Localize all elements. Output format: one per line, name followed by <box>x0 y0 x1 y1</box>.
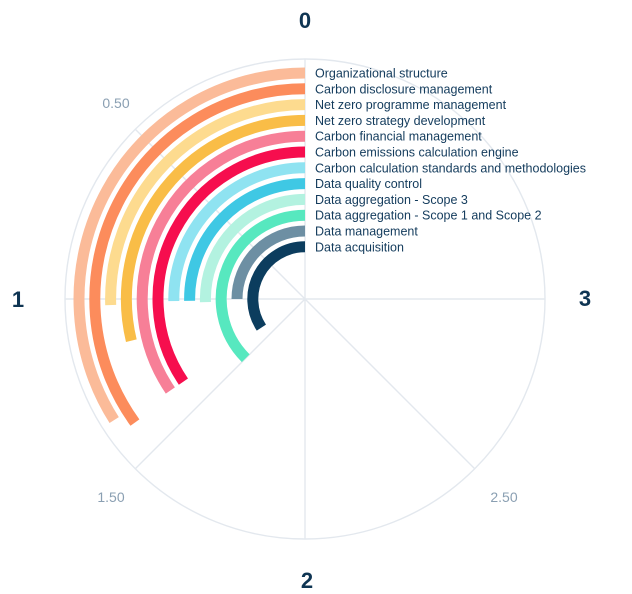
bar-carbon-emissions-calculation-engine <box>152 146 306 385</box>
tick-labels: 0 1 2 3 0.50 1.50 2.50 <box>12 8 591 593</box>
axis-tick-label: 2 <box>301 568 313 593</box>
bar-organizational-structure <box>73 67 306 424</box>
category-label: Data quality control <box>315 177 422 191</box>
bar-data-aggregation-scope-3 <box>199 193 306 303</box>
bar-data-quality-control <box>184 178 306 301</box>
grid-spoke <box>304 298 476 470</box>
axis-minor-tick-label: 1.50 <box>97 489 124 505</box>
category-label: Carbon financial management <box>315 130 482 144</box>
bar-carbon-calculation-standards-and-methodologies <box>168 162 306 302</box>
bar-net-zero-strategy-development <box>120 114 306 342</box>
axis-tick-label: 0 <box>299 8 311 33</box>
chart-grid <box>64 58 546 540</box>
axis-tick-label: 1 <box>12 287 24 312</box>
axis-minor-tick-label: 2.50 <box>490 489 517 505</box>
category-label: Data management <box>315 225 418 239</box>
category-label: Carbon emissions calculation engine <box>315 146 519 160</box>
bar-data-management <box>231 225 306 300</box>
category-label: Data aggregation - Scope 3 <box>315 193 468 207</box>
chart-bars <box>73 67 306 426</box>
category-label: Data aggregation - Scope 1 and Scope 2 <box>315 209 542 223</box>
grid-spoke <box>134 298 306 470</box>
category-label: Net zero strategy development <box>315 114 486 128</box>
category-label: Carbon disclosure management <box>315 82 493 96</box>
category-label: Net zero programme management <box>315 98 507 112</box>
axis-minor-tick-label: 0.50 <box>102 95 129 111</box>
category-label: Organizational structure <box>315 67 448 81</box>
bar-carbon-financial-management <box>136 130 306 394</box>
axis-tick-label: 3 <box>579 286 591 311</box>
category-label: Carbon calculation standards and methodo… <box>315 161 586 175</box>
bar-carbon-disclosure-management <box>89 83 306 426</box>
bar-data-aggregation-scope-1-and-scope-2 <box>215 209 306 363</box>
category-label: Data acquisition <box>315 240 404 254</box>
bar-net-zero-programme-management <box>105 99 306 306</box>
bar-data-acquisition <box>247 241 306 331</box>
